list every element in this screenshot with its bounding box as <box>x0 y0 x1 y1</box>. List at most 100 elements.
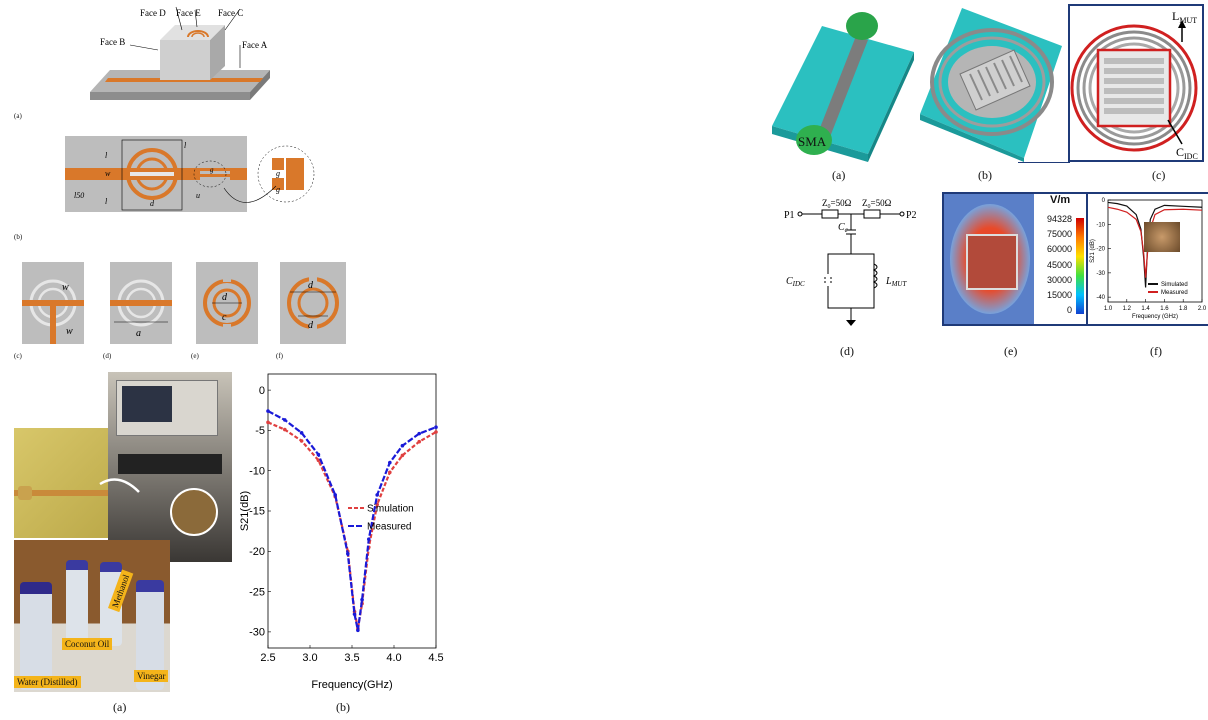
legend-label-measured: Measured <box>367 521 411 532</box>
y-tick-label: 0 <box>259 385 265 397</box>
fig-r-b-resonator <box>920 8 1062 162</box>
x-tick-label: 1.0 <box>1104 306 1113 312</box>
x-tick-label: 4.0 <box>386 652 401 664</box>
face-e-label: Face E <box>176 8 201 18</box>
fig-r-f-inset-photo <box>1144 222 1180 252</box>
fig-r-e-efield <box>942 192 1088 326</box>
label-l2: l <box>105 151 108 160</box>
data-point-measured <box>333 493 337 497</box>
liquid-label-water: Water (Distilled) <box>14 676 81 688</box>
photo-caption: (a) <box>113 700 127 714</box>
data-point-simulation <box>299 439 304 443</box>
fig-r-c-topview: LMUT CIDC <box>1068 4 1204 162</box>
y-tick-label: 0 <box>1102 198 1106 204</box>
fig-b-layout: l w l50 l d u l g g g <box>65 136 315 212</box>
label-l3: l <box>105 197 108 206</box>
series-line-simulated <box>1107 201 1203 288</box>
legend-label-simulated: Simulated <box>1161 282 1188 288</box>
cidc-label: CIDC <box>1176 145 1198 161</box>
fig-c-caption: (c) <box>14 352 22 360</box>
label-d1: d <box>222 292 228 303</box>
data-point-measured <box>417 431 421 436</box>
fig-f-resonator: d d <box>280 262 346 344</box>
fig-r-f-frame <box>1086 192 1208 326</box>
x-tick-label: 1.8 <box>1179 306 1188 312</box>
fig-r-f-caption: (f) <box>1150 344 1162 358</box>
label-wa: w <box>66 326 73 337</box>
z2-label: Z0=50Ω <box>862 198 892 210</box>
face-b-label: Face B <box>100 37 125 47</box>
series-line-measured <box>1107 206 1203 278</box>
cidc-circuit-label: CIDC <box>786 276 805 288</box>
label-l1: l <box>184 141 187 150</box>
label-g1: g <box>210 166 214 174</box>
data-point-measured <box>346 551 350 556</box>
fig-c-resonator: w w <box>22 262 84 344</box>
data-point-measured <box>367 537 371 542</box>
x-tick-label: 1.6 <box>1160 306 1169 312</box>
label-wp: w <box>62 282 69 293</box>
port-p1-label: P1 <box>784 210 795 221</box>
label-d: d <box>150 199 155 208</box>
data-point-measured <box>434 425 438 429</box>
cc-label: Cc <box>838 222 849 234</box>
data-point-measured <box>388 460 392 465</box>
label-w1: w <box>105 169 111 178</box>
x-tick-label: 3.5 <box>344 652 359 664</box>
data-point-measured <box>316 452 321 457</box>
label-d2: d <box>308 320 314 331</box>
y-axis-label: S21 (dB) <box>1090 239 1096 263</box>
y-tick-label: -10 <box>1096 222 1105 228</box>
x-axis-label: Frequency (GHz) <box>1132 314 1178 320</box>
label-a: a <box>136 328 141 339</box>
data-point-measured <box>352 612 357 616</box>
y-tick-label: -40 <box>1096 295 1105 301</box>
y-tick-label: -20 <box>1096 247 1105 253</box>
left-figure-panel: Face D Face E Face C Face B Face A (a) l… <box>0 0 450 720</box>
x-tick-label: 2.0 <box>1198 306 1206 312</box>
data-point-measured <box>360 597 364 602</box>
fig-e-caption: (e) <box>191 352 199 360</box>
s21-chart: 2.5 3.0 3.5 4.0 4.5 0 -5 -10 -15 -20 -25 -30 Frequen… <box>239 373 444 691</box>
fig-d-caption: (d) <box>103 352 112 360</box>
data-point-simulation <box>417 439 421 444</box>
fig-r-d-caption: (d) <box>840 344 854 358</box>
x-tick-label: 3.0 <box>302 652 317 664</box>
legend-label-simulation: Simulation <box>367 503 414 514</box>
x-tick-label: 1.2 <box>1123 306 1132 312</box>
right-figure-panel: SMA (a) (b) LMUT CIDC ( <box>760 0 1208 370</box>
data-point-measured <box>356 628 360 633</box>
fig-a-caption: (a) <box>14 112 22 120</box>
chart-caption: (b) <box>336 700 350 714</box>
y-tick-label: -10 <box>249 465 265 477</box>
y-tick-label: -30 <box>1096 271 1105 277</box>
y-tick-label: -25 <box>249 586 265 598</box>
label-c: c <box>222 312 227 323</box>
face-d-label: Face D <box>140 8 166 18</box>
colorbar-gradient <box>1076 218 1084 314</box>
fig-r-e-caption: (e) <box>1004 344 1018 358</box>
zoom-line-top <box>1018 162 1070 163</box>
plot-frame <box>1107 199 1203 303</box>
data-point-simulation <box>266 420 270 425</box>
fig-r-a-caption: (a) <box>832 168 846 182</box>
face-a-label: Face A <box>242 40 268 50</box>
fig-e-resonator: d c <box>196 262 258 344</box>
fig-r-d-circuit: P1 P2 Z0=50Ω Z0=50Ω Cc CIDC LMUT <box>784 198 917 326</box>
data-point-measured <box>266 409 270 413</box>
fig-a-3d-sensor: Face D Face E Face C Face B Face A <box>90 6 270 100</box>
label-g3: g <box>276 185 280 194</box>
colorbar-unit: V/m <box>1050 194 1071 206</box>
data-point-simulation <box>434 430 438 434</box>
fig-r-c-caption: (c) <box>1152 168 1166 182</box>
lmut-label: LMUT <box>1172 9 1197 25</box>
data-point-measured <box>400 443 405 448</box>
x-tick-label: 4.5 <box>428 652 443 664</box>
colorbar-ticks: 94328 75000 60000 45000 30000 15000 0 <box>1046 214 1072 316</box>
label-l50: l50 <box>74 191 84 200</box>
y-tick-label: -15 <box>249 506 265 518</box>
port-p2-label: P2 <box>906 210 917 221</box>
label-g2: g <box>276 169 280 178</box>
y-tick-label: -5 <box>255 425 265 437</box>
y-axis-label: S21(dB) <box>239 491 251 531</box>
